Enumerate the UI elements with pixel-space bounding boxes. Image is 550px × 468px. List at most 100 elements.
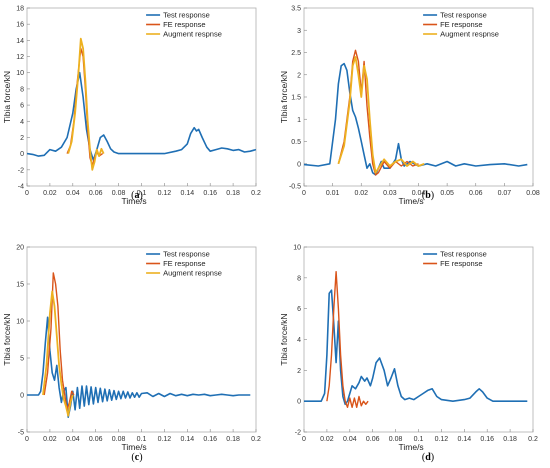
y-axis-label: Tibia force/kN: [279, 71, 289, 123]
series-line-fe: [337, 49, 419, 176]
series-line-test: [304, 289, 528, 406]
x-tick-label: 0: [25, 190, 29, 197]
y-tick-label: 10: [16, 70, 24, 77]
y-tick-label: 8: [20, 86, 24, 93]
series-line-fe: [43, 272, 75, 411]
y-tick-label: 4: [20, 119, 24, 126]
y-tick-label: 1.5: [291, 95, 301, 102]
x-tick-label: 0.2: [251, 190, 261, 197]
y-tick-label: 14: [16, 38, 24, 45]
y-tick-label: 3: [297, 28, 301, 35]
x-tick-label: 0.2: [251, 436, 261, 443]
y-tick-label: 2.5: [291, 50, 301, 57]
x-tick-label: 0.1: [414, 436, 424, 443]
x-tick-label: 0.04: [412, 190, 426, 197]
legend-label: FE response: [163, 259, 206, 268]
chart-panel-1: 0 0.02 0.04 0.06 0.08 0.1 0.12 0.14 0.16 0.18 0.2 -…: [2, 6, 261, 207]
x-tick-label: 0.01: [326, 190, 340, 197]
x-tick-label: 0.14: [180, 190, 194, 197]
legend-label: Test response: [440, 11, 487, 20]
panel-caption: (d): [422, 452, 434, 463]
series-line-fe: [326, 271, 369, 408]
panel-caption: (a): [131, 190, 143, 201]
y-axis-label: Tibia force/kN: [279, 313, 289, 365]
x-tick-label: 0.2: [528, 436, 538, 443]
chart-panel-4: 0 0.02 0.04 0.06 0.08 0.1 0.12 0.14 0.16 0.18 0.2 -…: [279, 245, 538, 464]
y-tick-label: 2: [297, 368, 301, 375]
legend-label: FE response: [440, 20, 483, 29]
x-tick-label: 0.12: [158, 190, 172, 197]
x-tick-label: 0.08: [526, 190, 540, 197]
y-tick-label: 6: [20, 103, 24, 110]
x-tick-label: 0.06: [469, 190, 483, 197]
x-tick-label: 0.16: [480, 436, 494, 443]
y-tick-label: 0.5: [291, 139, 301, 146]
x-tick-label: 0.04: [343, 436, 357, 443]
legend-label: FE response: [163, 20, 206, 29]
x-axis-label: Time/s: [122, 442, 147, 452]
y-tick-label: 10: [293, 245, 301, 252]
y-tick-label: 12: [16, 54, 24, 61]
y-tick-label: 3.5: [291, 6, 301, 13]
y-tick-label: 2: [20, 135, 24, 142]
x-axis-label: Time/s: [122, 196, 147, 206]
y-tick-label: 0: [297, 161, 301, 168]
x-tick-label: 0.06: [366, 436, 380, 443]
y-tick-label: -2: [295, 430, 301, 437]
y-tick-label: -4: [18, 184, 24, 191]
y-tick-label: 2: [297, 72, 301, 79]
x-tick-label: 0.14: [457, 436, 471, 443]
plot-area: [303, 246, 534, 433]
x-tick-label: 0.12: [158, 436, 172, 443]
x-tick-label: 0.16: [203, 436, 217, 443]
series-line-test: [304, 62, 528, 176]
chart-panel-2: 0 0.01 0.02 0.03 0.04 0.05 0.06 0.07 0.08-0.500.…: [279, 6, 540, 207]
x-tick-label: 0.1: [137, 436, 147, 443]
x-tick-label: 0.08: [112, 436, 126, 443]
y-tick-label: 0: [297, 399, 301, 406]
legend-label: Test response: [163, 250, 210, 259]
x-axis-label: Time/s: [399, 196, 424, 206]
x-tick-label: 0.05: [440, 190, 454, 197]
series-line-aug: [42, 290, 74, 417]
x-tick-label: 0.08: [112, 190, 126, 197]
legend-label: Augment respnse: [163, 30, 222, 39]
legend-label: FE response: [440, 259, 483, 268]
y-axis-label: Tibia force/kN: [2, 313, 12, 365]
y-tick-label: 0: [20, 151, 24, 158]
y-tick-label: 20: [16, 245, 24, 252]
x-tick-label: 0.04: [66, 436, 80, 443]
x-tick-label: 0.1: [137, 190, 147, 197]
x-tick-label: 0.18: [226, 436, 240, 443]
y-tick-label: 10: [16, 319, 24, 326]
legend-label: Augment respnse: [440, 30, 499, 39]
y-tick-label: 4: [297, 337, 301, 344]
y-tick-label: 6: [297, 306, 301, 313]
series-line-aug: [67, 37, 105, 171]
y-axis-label: Tibia force/kN: [2, 71, 12, 123]
y-tick-label: -2: [18, 167, 24, 174]
series-line-test: [27, 71, 256, 161]
panel-caption: (c): [131, 452, 142, 463]
y-tick-label: 5: [20, 356, 24, 363]
x-tick-label: 0.18: [226, 190, 240, 197]
x-tick-label: 0.06: [89, 190, 103, 197]
x-tick-label: 0.16: [203, 190, 217, 197]
x-tick-label: 0.18: [503, 436, 517, 443]
y-tick-label: 18: [16, 6, 24, 13]
y-tick-label: -0.5: [289, 184, 301, 191]
x-tick-label: 0: [25, 436, 29, 443]
x-tick-label: 0.02: [43, 436, 57, 443]
x-tick-label: 0.07: [498, 190, 512, 197]
y-tick-label: 8: [297, 275, 301, 282]
y-tick-label: 0: [20, 393, 24, 400]
y-tick-label: -5: [18, 430, 24, 437]
legend-label: Test response: [163, 11, 210, 20]
x-tick-label: 0.08: [389, 436, 403, 443]
chart-panel-3: 0 0.02 0.04 0.06 0.08 0.1 0.12 0.14 0.16 0.18 0.2 -…: [2, 245, 261, 464]
x-tick-label: 0: [302, 190, 306, 197]
x-tick-label: 0.03: [383, 190, 397, 197]
series-line-aug: [337, 56, 425, 174]
x-axis-label: Time/s: [399, 442, 424, 452]
